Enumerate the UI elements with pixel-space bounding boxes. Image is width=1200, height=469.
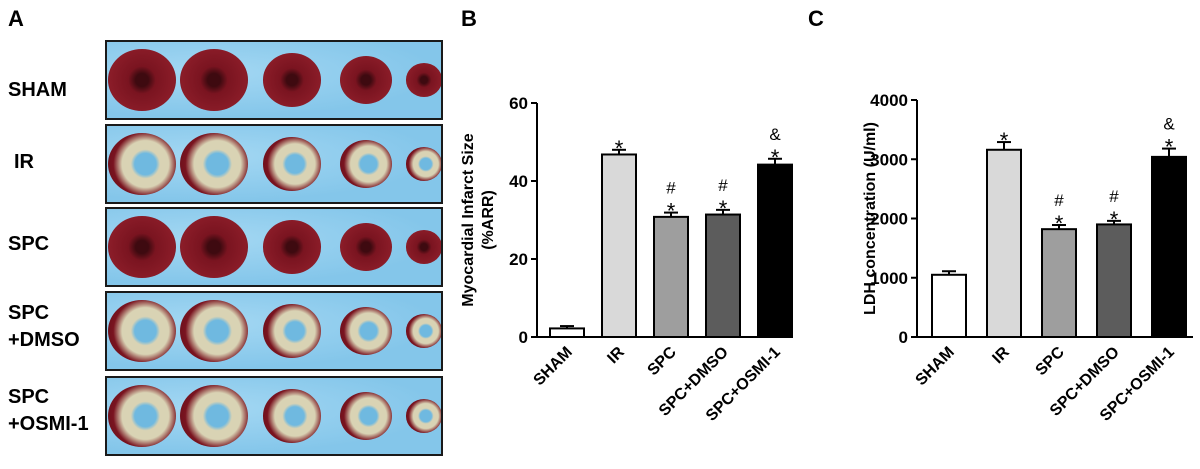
heart-slice-photo [105,124,443,204]
heart-slice [263,53,321,107]
significance-marker: & * [769,125,781,170]
heart-slice [263,389,321,443]
row-label-0: SHAM [8,79,67,101]
row-label-4: SPC +OSMI-1 [8,386,89,435]
heart-slice-photo [105,291,443,371]
y-axis-title: Myocardial Infarct Size (%ARR) [460,133,497,306]
heart-slice [340,307,392,355]
heart-slice [180,299,248,363]
heart-slice [180,215,248,279]
y-tick-label: 40 [509,172,528,191]
heart-slice [406,230,441,264]
chart-c-ldh-concentration: 0 1000 2000 3000 4000 LDH concentration (U/ml… [862,91,1193,425]
x-tick-label: SPC [645,343,681,379]
bar-sham [931,273,967,339]
y-tick-label: 0 [519,328,528,347]
panel-letter-b: B [461,6,477,31]
x-tick-label: IR [989,343,1013,367]
significance-marker: * [615,136,624,161]
heart-slice [406,399,441,433]
chart-b-infarct-size: 0 20 40 60 Myocardial Infarct Size (%ARR) SHAM… [460,94,793,425]
heart-slice [340,392,392,440]
panel-letter-c: C [808,6,824,31]
significance-marker: # * [1109,187,1119,232]
heart-slice [406,314,441,348]
x-tick-label: SPC [1033,343,1069,379]
y-tick-label: 0 [899,328,908,347]
x-tick-label: IR [604,343,628,367]
heart-slice [108,48,176,112]
bar-spc [1041,228,1077,338]
y-tick-label: 2000 [870,210,908,229]
heart-slice [263,220,321,274]
heart-slice [340,223,392,271]
heart-slice-photo [105,376,443,456]
significance-marker: * [1000,128,1009,153]
heart-slice-photo [105,40,443,120]
heart-slice [180,48,248,112]
heart-slice-photo [105,207,443,287]
y-tick-label: 20 [509,250,528,269]
bar-spc-dmso [1096,223,1132,338]
y-axis-title: LDH concentration (U/ml) [862,122,879,315]
row-label-2: SPC [8,233,50,255]
heart-slice [406,147,441,181]
bar-sham [549,327,585,339]
heart-slice [406,63,441,97]
heart-slice [263,304,321,358]
heart-slice [108,384,176,448]
heart-slice [108,299,176,363]
row-label-3: SPC +DMSO [8,302,80,351]
y-tick-label: 4000 [870,91,908,110]
bar-spc-osmi-1 [1151,155,1187,338]
row-label-1: IR [14,151,34,173]
bar-ir [601,153,637,338]
heart-slice [108,132,176,196]
y-tick-label: 1000 [870,269,908,288]
bar-spc-osmi-1 [757,163,793,338]
bar-spc-dmso [705,213,741,338]
panel-letter-a: A [8,6,24,31]
heart-slice [108,215,176,279]
significance-marker: # * [1054,191,1064,236]
heart-slice [180,132,248,196]
heart-slice [180,384,248,448]
y-tick-label: 3000 [870,150,908,169]
significance-marker: # * [666,179,676,224]
heart-slice [340,140,392,188]
bar-ir [986,148,1022,338]
significance-marker: & * [1163,115,1175,160]
x-tick-label: SHAM [530,344,575,389]
heart-slice [340,56,392,104]
significance-marker: # * [718,176,728,221]
bar-spc [653,215,689,339]
heart-slice [263,137,321,191]
y-tick-label: 60 [509,94,528,113]
x-tick-label: SHAM [912,344,957,389]
